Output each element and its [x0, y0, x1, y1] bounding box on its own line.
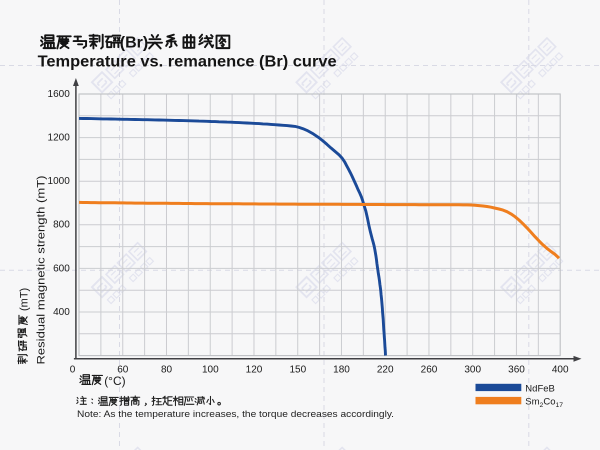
svg-text:Sm2Co17: Sm2Co17 — [525, 397, 563, 410]
svg-text:400: 400 — [552, 365, 569, 376]
svg-text:0: 0 — [70, 365, 76, 376]
svg-text:1600: 1600 — [48, 89, 71, 100]
svg-text:400: 400 — [53, 307, 70, 318]
svg-text:260: 260 — [421, 365, 438, 376]
svg-text:120: 120 — [246, 365, 263, 376]
svg-text:220: 220 — [377, 365, 394, 376]
svg-text:(Br): (Br) — [120, 35, 148, 52]
svg-text:600: 600 — [53, 263, 70, 274]
svg-text:Temperature vs. remanence (Br): Temperature vs. remanence (Br) curve — [38, 54, 337, 71]
svg-text:800: 800 — [53, 220, 70, 231]
svg-text:1000: 1000 — [48, 176, 71, 187]
svg-text:Residual magnetic strength (mT: Residual magnetic strength (mT) — [35, 175, 47, 364]
svg-text:300: 300 — [464, 365, 481, 376]
svg-text:(°C): (°C) — [104, 374, 125, 388]
svg-text:NdFeB: NdFeB — [525, 384, 555, 395]
svg-text:1200: 1200 — [48, 133, 71, 144]
svg-text:100: 100 — [202, 365, 219, 376]
svg-text:180: 180 — [333, 365, 350, 376]
svg-text:Note: As the temperature incre: Note: As the temperature increases, the … — [77, 409, 394, 420]
svg-text:80: 80 — [161, 365, 173, 376]
svg-text:360: 360 — [508, 365, 525, 376]
svg-text:150: 150 — [289, 365, 306, 376]
svg-text:60: 60 — [117, 365, 129, 376]
svg-text:(mT): (mT) — [19, 288, 31, 311]
